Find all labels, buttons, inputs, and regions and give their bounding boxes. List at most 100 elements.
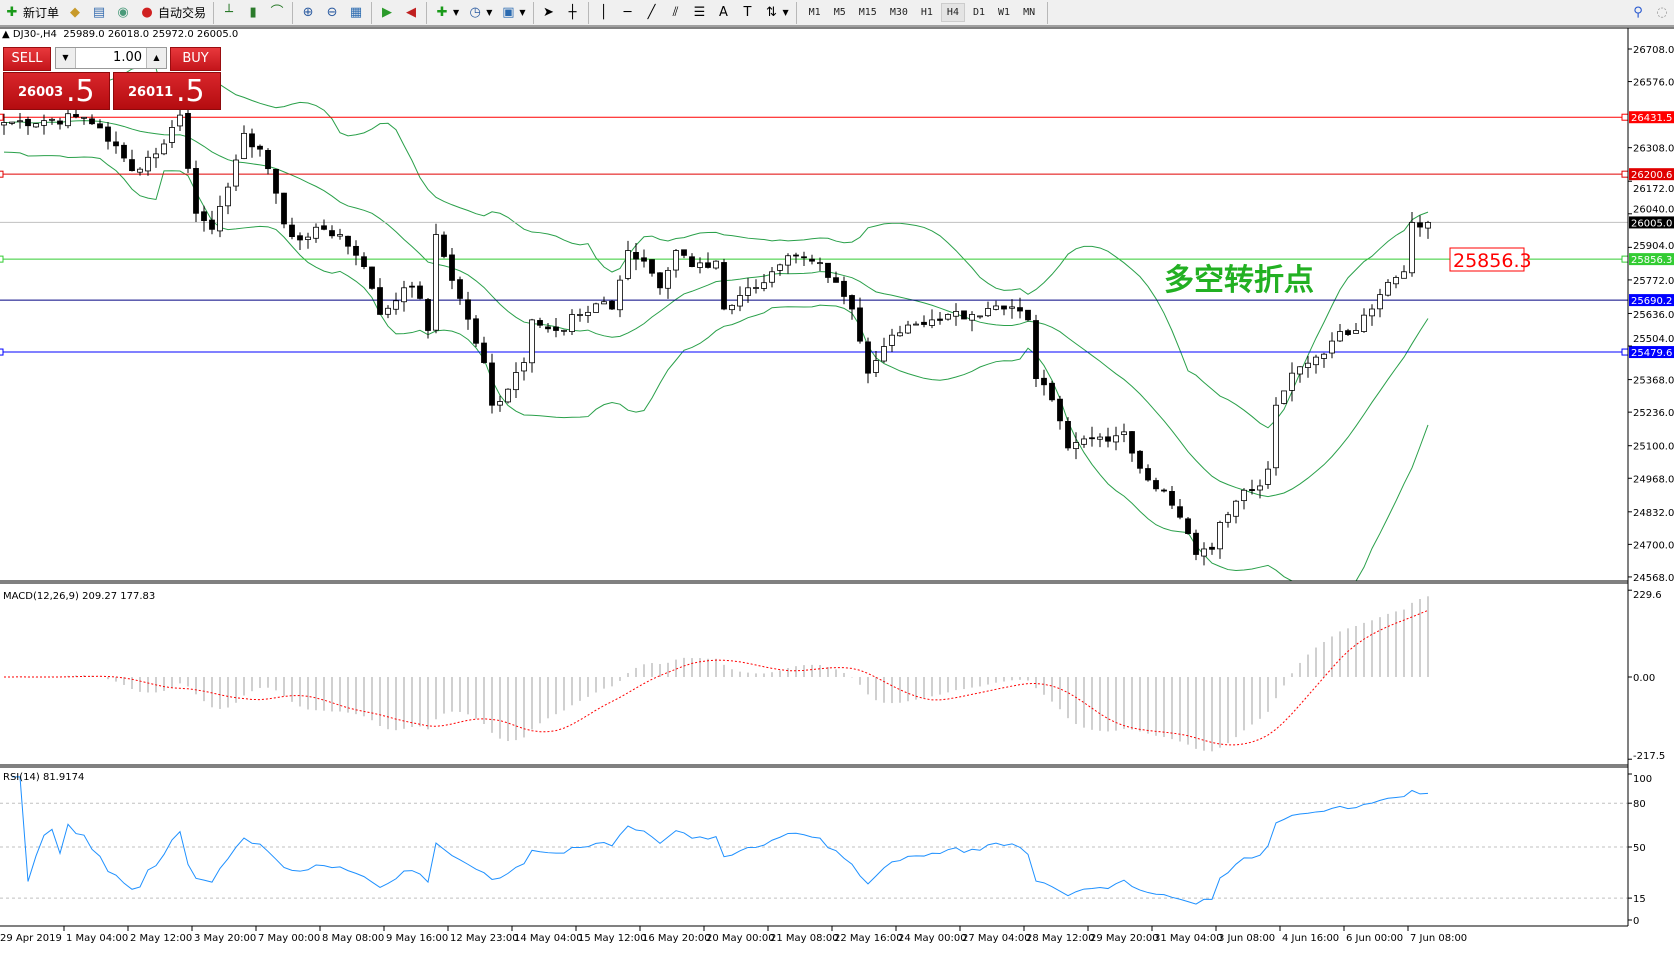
templates-button[interactable]: ▣ ▼ <box>496 1 529 25</box>
trendline-button[interactable]: ╱ <box>640 1 664 25</box>
timeframe-w1[interactable]: W1 <box>998 7 1011 18</box>
candle-chart-button[interactable]: ▮ <box>241 1 265 25</box>
decrease-lot-icon[interactable]: ▼ <box>56 48 76 68</box>
candle <box>497 401 503 406</box>
arrows-button[interactable]: ⇅ ▼ <box>760 1 793 25</box>
cursor-button[interactable]: ➤ <box>537 1 561 25</box>
candle <box>1145 468 1151 481</box>
text-label-button[interactable]: T <box>736 1 760 25</box>
terminal-button[interactable]: ▤ <box>87 1 111 25</box>
timeframe-m15[interactable]: M15 <box>858 7 877 18</box>
annotation-text[interactable]: 多空转折点 <box>1164 263 1314 298</box>
vertical-line-icon: │ <box>599 4 608 20</box>
increase-lot-icon[interactable]: ▲ <box>146 48 166 68</box>
candle <box>1297 366 1303 375</box>
search-button[interactable]: ⚲ <box>1626 1 1650 25</box>
horizontal-line-button[interactable]: ─ <box>616 1 640 25</box>
indicators-button[interactable]: ✚ ▼ <box>430 1 463 25</box>
price-line-label-bg <box>1629 253 1674 266</box>
timeframe-m30[interactable]: M30 <box>889 7 908 18</box>
new-order-button[interactable]: ✚ 新订单 <box>0 1 63 25</box>
vertical-line-button[interactable]: │ <box>592 1 616 25</box>
candle <box>377 287 383 315</box>
candle <box>1409 222 1415 274</box>
bar-chart-button[interactable]: ┴ <box>217 1 241 25</box>
signal-icon: ◉ <box>117 4 129 20</box>
auto-trading-button[interactable]: ● 自动交易 <box>135 1 210 25</box>
lot-size-input[interactable]: 1.00 <box>113 50 142 65</box>
line-handle <box>1621 113 1629 121</box>
candle <box>481 342 487 363</box>
buy-price-button[interactable]: 26011.5 <box>113 72 221 110</box>
dropdown-arrow-icon: ▼ <box>519 8 526 17</box>
price-tick-label: 26308.0 <box>1633 144 1674 155</box>
buy-button[interactable]: BUY <box>170 47 221 71</box>
line-chart-button[interactable]: ⌒ <box>265 1 289 25</box>
candle <box>417 285 423 299</box>
candle <box>1417 222 1423 228</box>
price-line-label: 25856.3 <box>1631 255 1672 266</box>
collapse-arrow-icon[interactable]: ▲ <box>2 29 13 40</box>
dropdown-arrow-icon: ▼ <box>453 8 460 17</box>
timeframe-h4[interactable]: H4 <box>940 3 965 22</box>
candle <box>969 314 975 321</box>
timeframe-d1[interactable]: D1 <box>972 7 986 18</box>
chart-shift-button[interactable]: ◀ <box>399 1 423 25</box>
sell-button[interactable]: SELL <box>3 47 51 71</box>
candle <box>449 254 455 281</box>
rsi-line <box>12 776 1429 905</box>
signals-button[interactable]: ◉ <box>111 1 135 25</box>
rsi-tick-label: 50 <box>1633 843 1646 854</box>
text-button[interactable]: A <box>712 1 736 25</box>
chart-window[interactable]: 26431.5 26200.6 26005.0 25856.3 25690.2 25479… <box>0 27 1674 951</box>
rsi-tick-label: 100 <box>1633 774 1652 785</box>
bollinger-upper <box>3 66 1429 429</box>
line-handle <box>1621 255 1629 263</box>
channel-button[interactable]: ⫽ <box>664 1 688 25</box>
metaeditor-button[interactable]: ◆ <box>63 1 87 25</box>
price-line-label: 26431.5 <box>1631 113 1672 124</box>
zoom-out-button[interactable]: ⊖ <box>320 1 344 25</box>
candle <box>473 318 479 344</box>
timeframe-h1[interactable]: H1 <box>920 7 933 18</box>
candle <box>1425 222 1431 229</box>
periods-button[interactable]: ◷ ▼ <box>463 1 496 25</box>
macd-tick-label: -217.5 <box>1633 751 1665 762</box>
candle <box>1401 271 1407 279</box>
candle <box>545 326 551 330</box>
candle <box>369 266 375 289</box>
price-tick-label: 26040.0 <box>1633 204 1674 215</box>
lot-size-stepper[interactable]: ▼ 1.00 ▲ <box>55 47 167 69</box>
price-line-label: 25479.6 <box>1631 348 1672 359</box>
price-label-box[interactable] <box>1449 247 1525 272</box>
candle <box>913 323 919 326</box>
bid-price-fraction: .5 <box>66 74 95 109</box>
candle <box>1345 330 1351 335</box>
candle <box>249 133 255 148</box>
candle <box>385 307 391 315</box>
timeframe-m1[interactable]: M1 <box>808 7 821 18</box>
candle <box>393 300 399 310</box>
chart-header: ▲ DJ30-,H4 25989.0 26018.0 25972.0 26005… <box>2 29 238 40</box>
candle <box>177 114 183 127</box>
bid-price-main: 26003 <box>18 85 64 100</box>
autoscroll-button[interactable]: ▶ <box>375 1 399 25</box>
price-tick-label: 25636.0 <box>1633 310 1674 321</box>
candle <box>793 254 799 257</box>
chat-button[interactable]: ◌ <box>1650 1 1674 25</box>
sell-price-button[interactable]: 26003.5 <box>3 72 110 110</box>
candle <box>1161 489 1167 492</box>
candle <box>1273 404 1279 469</box>
candle <box>289 224 295 238</box>
timeframe-mn[interactable]: MN <box>1023 7 1036 18</box>
chart-canvas[interactable]: 26431.5 26200.6 26005.0 25856.3 25690.2 25479… <box>0 27 1674 951</box>
fibonacci-icon: ☰ <box>693 4 706 20</box>
candle <box>105 126 111 142</box>
candle <box>673 250 679 271</box>
fibonacci-button[interactable]: ☰ <box>688 1 712 25</box>
zoom-in-button[interactable]: ⊕ <box>296 1 320 25</box>
tile-windows-button[interactable]: ▦ <box>344 1 368 25</box>
timeframe-m5[interactable]: M5 <box>833 7 846 18</box>
crosshair-button[interactable]: ┼ <box>561 1 585 25</box>
candle <box>489 362 495 406</box>
